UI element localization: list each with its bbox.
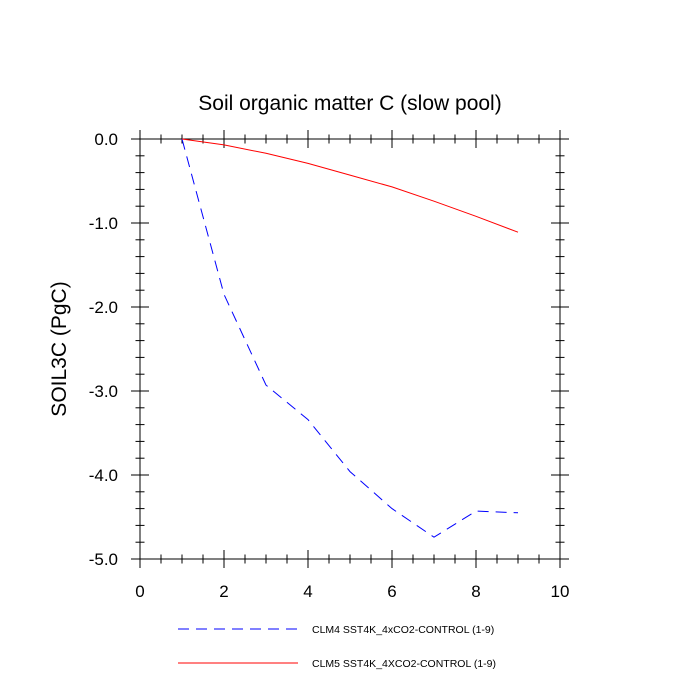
x-tick-label: 10: [551, 582, 570, 601]
series-lines: [181, 138, 519, 538]
legend-label-2: CLM5 SST4K_4XCO2-CONTROL (1-9): [312, 658, 496, 670]
series-line-2: [181, 138, 519, 233]
legend: CLM4 SST4K_4xCO2-CONTROL (1-9) CLM5 SST4K…: [178, 624, 496, 670]
plot-frame: [139, 138, 561, 560]
series-line-1: [181, 138, 519, 538]
x-tick-label: 2: [219, 582, 228, 601]
y-tick-label: -5.0: [89, 550, 118, 569]
chart-title: Soil organic matter C (slow pool): [198, 92, 501, 115]
x-tick-label: 6: [387, 582, 396, 601]
y-tick-labels: 0.0 -1.0 -2.0 -3.0 -4.0 -5.0: [89, 130, 118, 569]
y-tick-label: -4.0: [89, 466, 118, 485]
y-tick-label: -1.0: [89, 214, 118, 233]
axis-ticks: [131, 130, 569, 568]
x-tick-label: 4: [303, 582, 312, 601]
y-tick-label: -2.0: [89, 298, 118, 317]
y-tick-label: -3.0: [89, 382, 118, 401]
x-tick-labels: 0 2 4 6 8 10: [135, 582, 569, 601]
y-tick-label: 0.0: [94, 130, 118, 149]
legend-label-1: CLM4 SST4K_4xCO2-CONTROL (1-9): [312, 624, 494, 636]
x-tick-label: 0: [135, 582, 144, 601]
y-axis-label: SOIL3C (PgC): [48, 281, 71, 416]
x-tick-label: 8: [471, 582, 480, 601]
